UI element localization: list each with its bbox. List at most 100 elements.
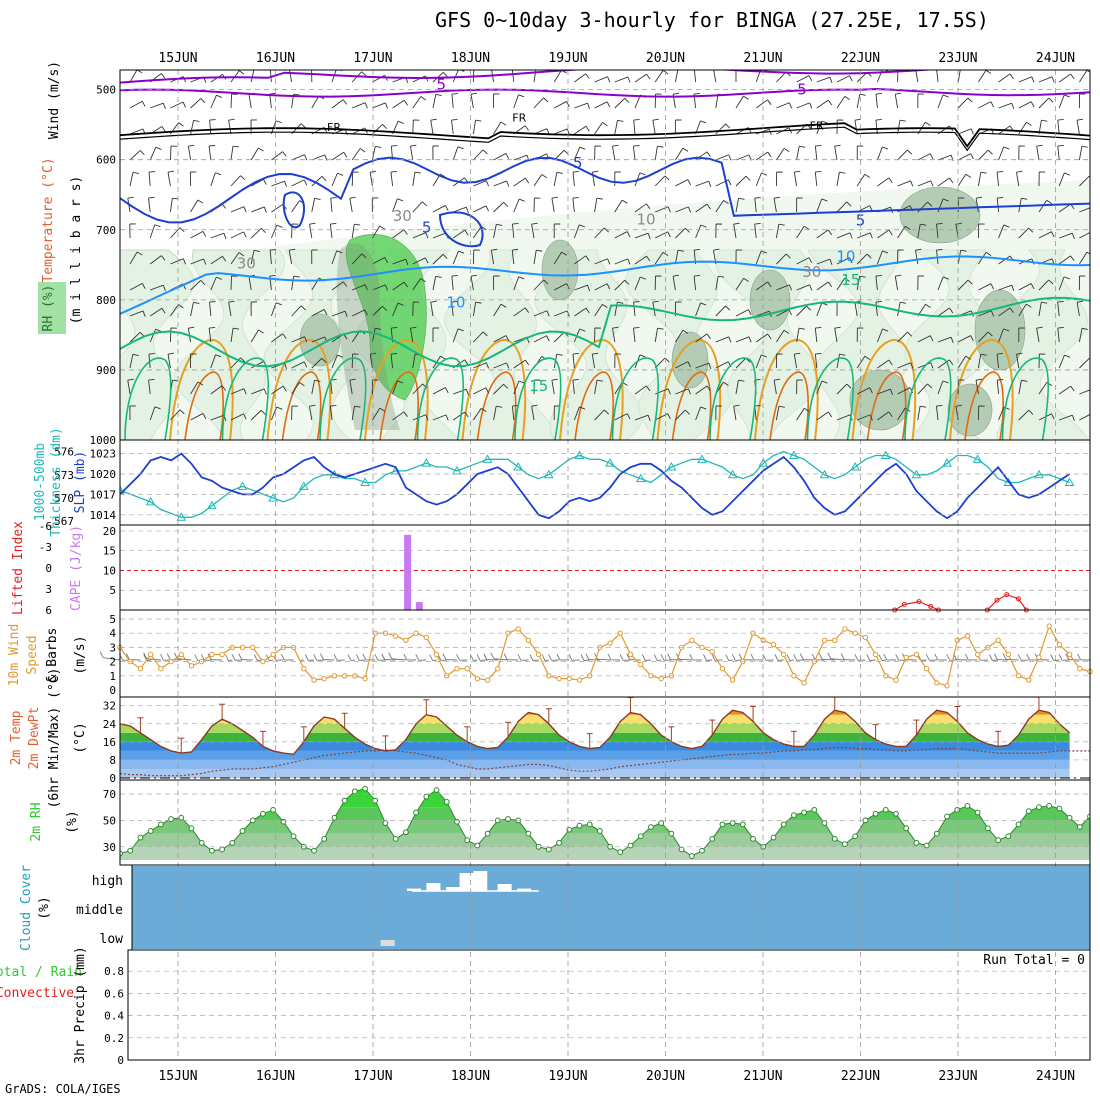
wind-barb <box>585 307 590 314</box>
wind-barb <box>1076 120 1080 135</box>
wind-barb <box>513 94 519 109</box>
wind-barb <box>875 118 882 121</box>
wind-contour-5 <box>120 87 1090 98</box>
wind-barb <box>331 354 338 369</box>
rh2m-point <box>954 806 961 813</box>
wind-barb <box>250 250 255 265</box>
rh2m-point <box>392 835 399 842</box>
wind-barb <box>430 300 437 303</box>
wind-barb <box>728 336 732 343</box>
wind10-barb <box>403 653 408 661</box>
wind-barb <box>167 354 171 369</box>
cloud-bar <box>380 940 395 946</box>
wind-barb <box>572 172 575 187</box>
wind-barb <box>200 280 206 286</box>
wind-barb <box>718 275 725 278</box>
date-label-bottom: 16JUN <box>256 1069 295 1084</box>
rh2m-point <box>984 825 991 832</box>
wind-barb <box>573 171 580 173</box>
wind-barb <box>1030 101 1035 108</box>
wind-barb <box>243 206 247 213</box>
wind-barb <box>775 406 780 421</box>
wind-barb <box>836 257 850 265</box>
rh-area <box>299 313 341 367</box>
wind-barb <box>543 279 549 285</box>
wind-barb <box>321 176 327 182</box>
rh2m-point <box>229 839 236 846</box>
wind-barb <box>148 378 155 381</box>
wind-barb <box>1079 175 1090 187</box>
wind-barb <box>975 378 983 381</box>
rh2m-point <box>709 835 716 842</box>
wind-barb <box>546 310 550 317</box>
wind-barb <box>647 415 651 422</box>
wind-barb <box>505 153 510 159</box>
wind-barb <box>412 257 426 265</box>
wind-barb <box>209 120 212 135</box>
wind10-point <box>821 637 828 643</box>
wind-barb <box>1086 251 1090 255</box>
wind-barb <box>876 146 883 161</box>
temp-contour-15 <box>611 357 660 440</box>
wind10-ylabel: & Barbs <box>45 628 60 683</box>
wind-barb <box>735 198 739 213</box>
contour-label: 15 <box>529 377 548 395</box>
wind-barb <box>821 380 828 384</box>
wind-barb <box>585 255 590 261</box>
wind-barb <box>457 328 464 332</box>
wind-barb <box>957 279 969 291</box>
wind-barb <box>907 331 913 337</box>
wind-barb <box>955 404 962 407</box>
wind-barb <box>654 357 666 369</box>
wind-barb <box>1070 385 1075 392</box>
wind-barb <box>1058 94 1065 109</box>
wind10-point <box>474 675 481 682</box>
rh2m-point <box>944 813 950 820</box>
thickness-point <box>207 500 217 510</box>
wind10-barb <box>177 658 192 661</box>
wind-barb <box>585 125 590 132</box>
pressure-tick: 600 <box>96 154 116 167</box>
wind-barb <box>1070 73 1075 80</box>
wind-barb <box>554 310 568 317</box>
wind-barb <box>876 70 883 83</box>
wind-barb <box>869 387 873 394</box>
wind10-barb <box>1005 658 1019 661</box>
wind-barb <box>949 359 954 366</box>
wind10-point <box>209 651 215 658</box>
wind-barb <box>289 248 296 251</box>
wind-barb <box>591 354 596 369</box>
wind10-point <box>270 651 276 658</box>
wind-barb <box>276 224 283 228</box>
wind10-barb <box>895 654 900 661</box>
wind-barb <box>996 198 1000 213</box>
wind-barb <box>155 146 162 151</box>
wind-barb <box>553 172 558 187</box>
wind-barb <box>473 331 484 343</box>
wind-barb <box>352 309 365 317</box>
rh2m-point <box>270 806 277 813</box>
wind-barb <box>1081 145 1088 148</box>
wind-barb <box>1079 207 1090 213</box>
wind-barb <box>957 335 971 343</box>
wind-barb <box>221 385 226 391</box>
wind-barb <box>210 232 225 239</box>
wind-barb <box>451 120 454 135</box>
temp-contour <box>964 371 1004 440</box>
wind-barb <box>937 198 944 213</box>
thickness-point <box>972 454 983 463</box>
thickness-tick: 567 <box>54 515 74 528</box>
wind-barb <box>470 92 478 95</box>
wind-barb <box>284 181 288 187</box>
wind-barb <box>210 354 216 369</box>
wind-barb <box>240 357 246 363</box>
wind-barb <box>735 336 750 343</box>
wind-barb <box>453 388 467 395</box>
rh-area <box>899 186 981 244</box>
wind-barb <box>877 229 890 239</box>
wind10-point <box>1046 623 1052 629</box>
wind-barb <box>672 276 676 291</box>
wind-barb <box>996 172 1000 187</box>
wind-barb <box>397 198 404 202</box>
wind10-barb <box>993 653 998 660</box>
